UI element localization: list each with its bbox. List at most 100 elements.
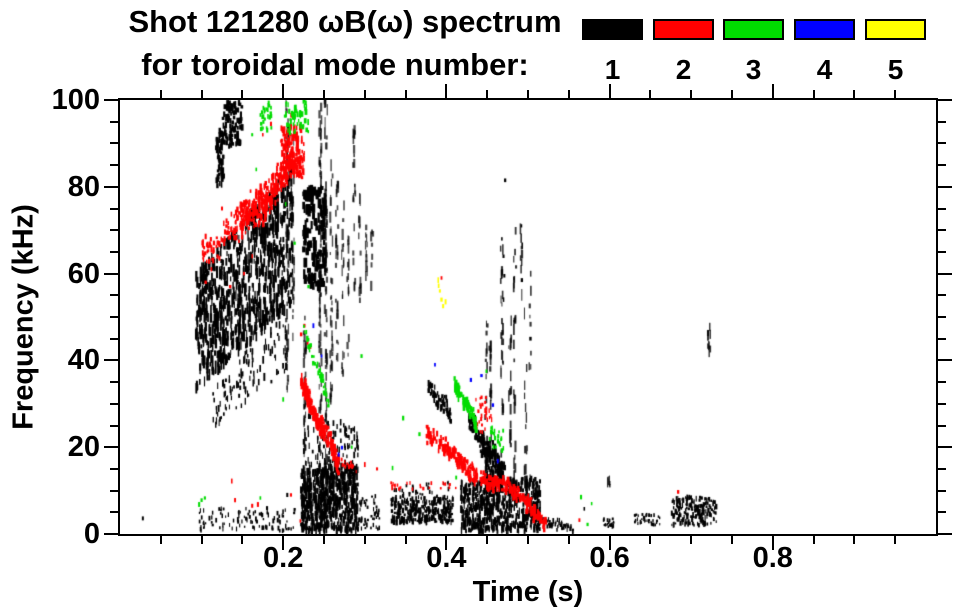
x-minor-tick-top xyxy=(527,90,529,98)
y-tick-label: 60 xyxy=(67,257,100,290)
y-minor-tick xyxy=(110,337,118,340)
x-major-tick-top xyxy=(771,84,774,98)
x-minor-tick-top xyxy=(894,90,897,98)
y-minor-tick xyxy=(110,489,118,492)
y-minor-tick-right xyxy=(938,337,946,340)
y-major-tick xyxy=(104,185,118,188)
y-tick-label: 0 xyxy=(83,518,100,550)
x-minor-tick-top xyxy=(486,90,489,98)
y-minor-tick-right xyxy=(938,489,946,492)
x-minor-tick xyxy=(690,536,693,544)
x-major-tick-top xyxy=(282,84,285,98)
x-minor-tick xyxy=(649,536,652,544)
y-major-tick-right xyxy=(938,359,952,362)
x-tick-label: 0.6 xyxy=(589,542,630,574)
legend-label-mode-2: 2 xyxy=(675,54,692,85)
y-minor-tick xyxy=(110,120,118,123)
y-major-tick xyxy=(104,446,118,449)
y-major-tick xyxy=(104,359,118,362)
legend-swatch-mode-1 xyxy=(582,19,643,40)
x-minor-tick xyxy=(363,536,366,544)
y-major-tick-right xyxy=(938,272,952,275)
x-axis-title: Time (s) xyxy=(472,576,584,608)
y-minor-tick-right xyxy=(938,207,946,210)
x-minor-tick-top xyxy=(812,90,815,98)
y-major-tick-right xyxy=(938,446,952,449)
legend-swatch-mode-3 xyxy=(723,19,784,40)
y-minor-tick-right xyxy=(938,294,946,297)
legend-label-mode-5: 5 xyxy=(887,54,904,85)
spectrogram-canvas xyxy=(120,100,936,534)
y-minor-tick-right xyxy=(938,381,946,384)
x-major-tick-top xyxy=(445,84,448,98)
y-minor-tick-right xyxy=(938,467,946,470)
y-minor-tick-right xyxy=(938,511,946,514)
y-major-tick-right xyxy=(938,99,952,101)
y-tick-label: 20 xyxy=(67,431,100,464)
x-major-tick xyxy=(608,536,611,550)
y-minor-tick xyxy=(110,164,118,167)
x-major-tick-top xyxy=(608,84,611,98)
x-minor-tick xyxy=(323,536,325,544)
y-axis-title: Frequency (kHz) xyxy=(7,204,40,430)
y-minor-tick xyxy=(110,467,118,470)
x-tick-label: 0.2 xyxy=(263,542,304,574)
x-minor-tick-top xyxy=(241,90,244,98)
x-minor-tick xyxy=(241,536,244,544)
y-minor-tick-right xyxy=(938,250,946,253)
x-minor-tick xyxy=(731,536,733,544)
y-minor-tick xyxy=(110,250,118,253)
y-minor-tick xyxy=(110,511,118,514)
x-major-tick xyxy=(282,536,285,550)
x-minor-tick-top xyxy=(363,90,366,98)
x-minor-tick-top xyxy=(731,90,733,98)
x-minor-tick xyxy=(404,536,407,544)
y-minor-tick xyxy=(110,229,118,232)
y-minor-tick xyxy=(110,142,118,145)
x-major-tick xyxy=(771,536,774,550)
x-minor-tick-top xyxy=(567,90,570,98)
y-major-tick xyxy=(104,99,118,101)
x-minor-tick-top xyxy=(323,90,325,98)
legend-swatch-mode-5 xyxy=(865,19,926,40)
x-minor-tick xyxy=(200,536,203,544)
x-minor-tick xyxy=(567,536,570,544)
y-minor-tick xyxy=(110,294,118,297)
x-major-tick xyxy=(445,536,448,550)
x-tick-label: 0.4 xyxy=(426,542,467,574)
x-minor-tick-top xyxy=(649,90,652,98)
x-minor-tick-top xyxy=(200,90,203,98)
chart-subtitle: for toroidal mode number: xyxy=(141,47,529,82)
y-minor-tick-right xyxy=(938,120,946,123)
y-minor-tick xyxy=(110,316,118,318)
legend-label-mode-1: 1 xyxy=(604,54,621,85)
x-tick-label: 0.8 xyxy=(752,542,793,574)
x-minor-tick xyxy=(812,536,815,544)
y-minor-tick xyxy=(110,207,118,210)
y-minor-tick-right xyxy=(938,229,946,232)
y-minor-tick-right xyxy=(938,142,946,145)
x-minor-tick xyxy=(527,536,529,544)
legend-swatch-mode-2 xyxy=(653,19,714,40)
y-major-tick xyxy=(104,272,118,275)
legend-label-mode-3: 3 xyxy=(745,54,762,85)
y-minor-tick-right xyxy=(938,316,946,318)
y-minor-tick xyxy=(110,402,118,405)
y-major-tick xyxy=(104,533,118,535)
x-minor-tick xyxy=(486,536,489,544)
x-minor-tick-top xyxy=(404,90,407,98)
legend-label-mode-4: 4 xyxy=(816,54,833,85)
x-minor-tick xyxy=(894,536,897,544)
x-minor-tick xyxy=(159,536,162,544)
chart-title: Shot 121280 ωB(ω) spectrum xyxy=(128,4,562,39)
x-minor-tick-top xyxy=(690,90,693,98)
y-tick-label: 100 xyxy=(51,84,100,116)
x-minor-tick-top xyxy=(853,90,856,98)
x-minor-tick-top xyxy=(159,90,162,98)
y-tick-label: 40 xyxy=(67,344,100,377)
y-minor-tick xyxy=(110,424,118,427)
y-minor-tick-right xyxy=(938,424,946,427)
y-major-tick-right xyxy=(938,533,952,535)
y-major-tick-right xyxy=(938,185,952,188)
